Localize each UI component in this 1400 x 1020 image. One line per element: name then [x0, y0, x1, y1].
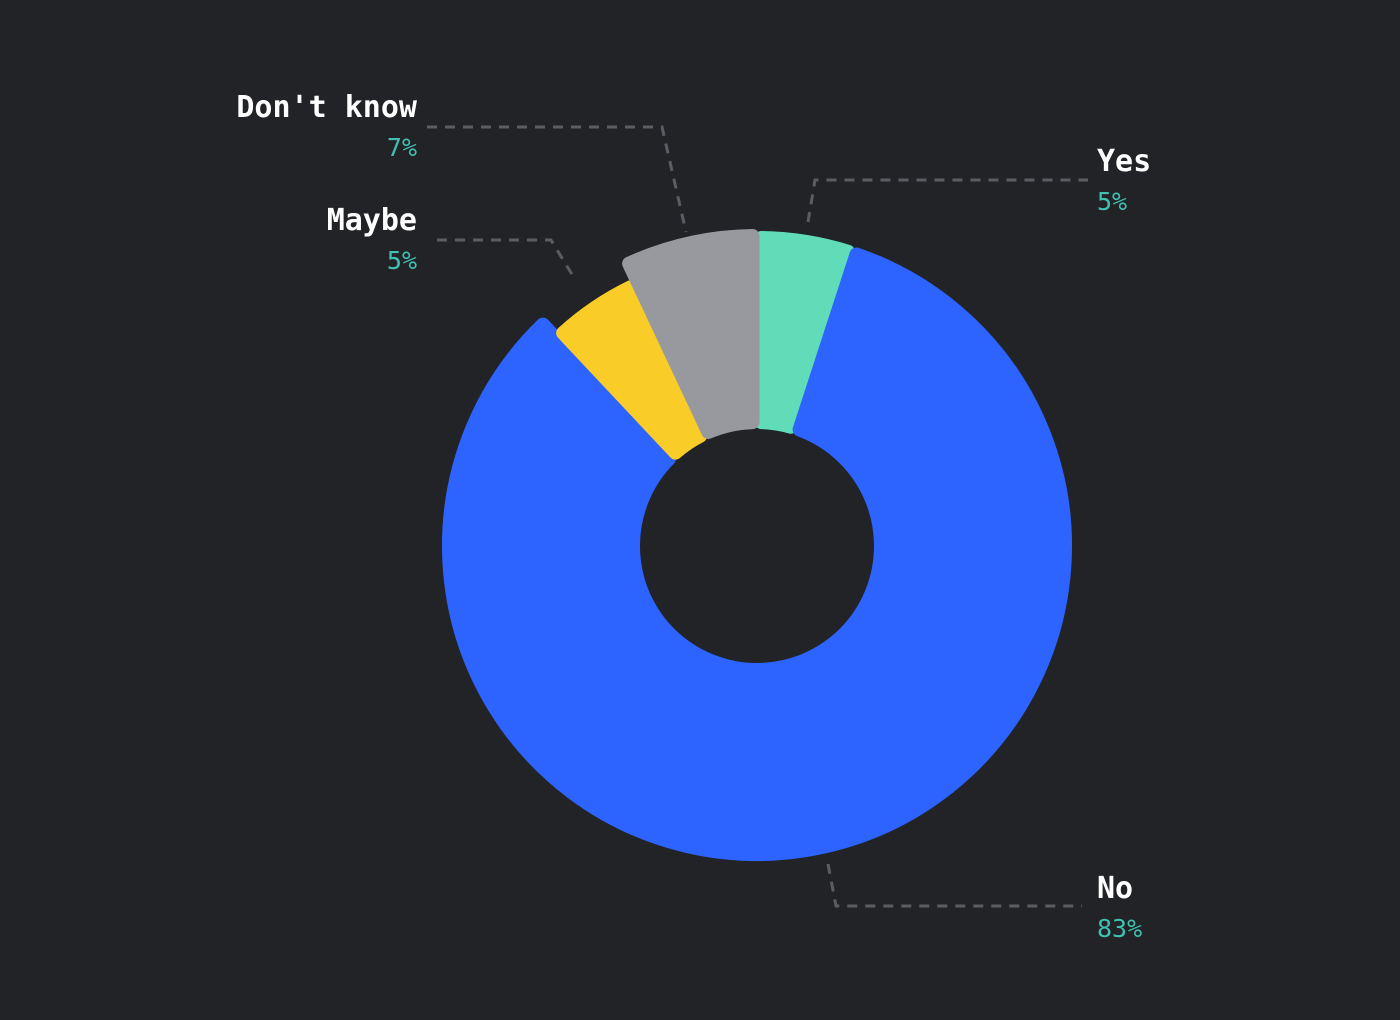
value-label-yes: 5% [1097, 187, 1127, 216]
slice-maybe [556, 280, 708, 460]
leader-line-yes [806, 178, 1088, 223]
label-don-t-know: Don't know [236, 90, 418, 125]
leader-line-maybe [437, 238, 575, 277]
leader-line-don-t-know [427, 125, 688, 233]
slice-no [442, 247, 1072, 861]
label-maybe: Maybe [327, 203, 417, 238]
slice-don-t-know [622, 229, 760, 439]
labels: No 83% Maybe 5% Don't know 7% Yes 5% [236, 90, 1151, 943]
value-label-don-t-know: 7% [387, 133, 417, 162]
leader-line-no [826, 863, 1082, 908]
slice-yes [754, 231, 855, 434]
value-label-maybe: 5% [387, 246, 417, 275]
leader-lines [427, 125, 1088, 908]
slices [442, 229, 1072, 861]
value-label-no: 83% [1097, 914, 1142, 943]
label-no: No [1097, 871, 1133, 906]
label-yes: Yes [1097, 144, 1151, 179]
